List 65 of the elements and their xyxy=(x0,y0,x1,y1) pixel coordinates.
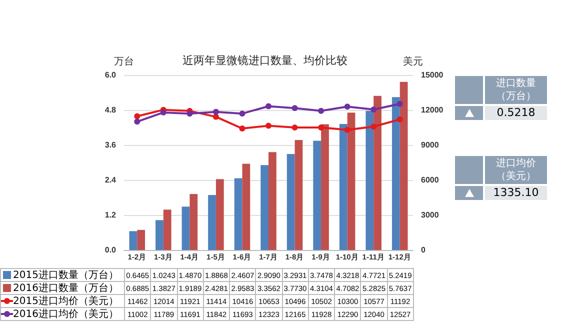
text: 进口数量（万台） xyxy=(485,76,547,104)
y-tick-label: 1.2 xyxy=(104,210,117,220)
point xyxy=(396,100,403,107)
bar xyxy=(208,194,216,250)
legend-label: 2016进口数量（万台） xyxy=(0,282,124,294)
bar xyxy=(216,179,224,250)
bar xyxy=(234,178,242,250)
bar xyxy=(182,206,190,250)
bar xyxy=(129,231,138,250)
bar xyxy=(260,165,268,250)
point xyxy=(396,116,403,122)
text: 0.5218 xyxy=(485,106,547,120)
y2-tick-label: 12000 xyxy=(421,106,444,114)
point xyxy=(318,108,324,114)
point xyxy=(318,124,324,130)
point xyxy=(370,124,377,130)
y-tick-label: 6.0 xyxy=(104,70,117,80)
legend-label: 2015进口均价（美元） xyxy=(0,294,124,308)
bar xyxy=(313,140,322,250)
point xyxy=(134,113,140,120)
y-tick-label: 0.0 xyxy=(104,246,117,254)
point xyxy=(160,109,166,116)
point xyxy=(134,118,140,125)
y2-tick-label: 6000 xyxy=(421,176,440,184)
bar xyxy=(366,110,374,250)
bar xyxy=(268,152,276,250)
bar xyxy=(294,140,303,250)
y-tick-label: 3.6 xyxy=(104,140,117,150)
legend-label: 2015进口数量（万台） xyxy=(0,268,124,282)
point xyxy=(370,106,377,113)
text: 1335.10 xyxy=(485,186,547,200)
bar xyxy=(321,124,329,250)
y-tick-label: 2.4 xyxy=(104,176,117,184)
bar xyxy=(400,82,408,250)
y2-tick-label: 9000 xyxy=(421,140,440,150)
bar xyxy=(374,96,382,250)
point xyxy=(212,114,219,120)
bar xyxy=(347,112,356,250)
bar xyxy=(137,230,146,250)
bar xyxy=(242,164,250,250)
y2-tick-label: 3000 xyxy=(421,210,440,220)
point xyxy=(266,122,272,129)
y-axis-title: 万台 xyxy=(114,56,134,68)
y2-axis-title: 美元 xyxy=(403,56,423,68)
point xyxy=(239,110,246,117)
chart-title: 近两年显微镜进口数量、均价比较 xyxy=(182,54,348,67)
text: 进口均价（美元） xyxy=(485,156,547,184)
y-tick-label: 4.8 xyxy=(104,106,117,114)
point xyxy=(186,110,193,117)
y2-tick-label: 15000 xyxy=(421,70,444,80)
point xyxy=(344,126,350,133)
bar xyxy=(286,154,295,250)
y2-tick-label: 0 xyxy=(421,246,426,254)
bar xyxy=(163,210,172,250)
point xyxy=(239,125,246,132)
legend-label: 2016进口均价（美元） xyxy=(0,308,124,320)
point xyxy=(266,103,272,110)
bar xyxy=(190,194,198,250)
point xyxy=(344,104,350,110)
point xyxy=(212,108,219,115)
bar xyxy=(392,97,400,250)
point xyxy=(292,105,298,112)
bar xyxy=(156,220,164,250)
point xyxy=(292,124,298,131)
bar xyxy=(339,124,348,250)
